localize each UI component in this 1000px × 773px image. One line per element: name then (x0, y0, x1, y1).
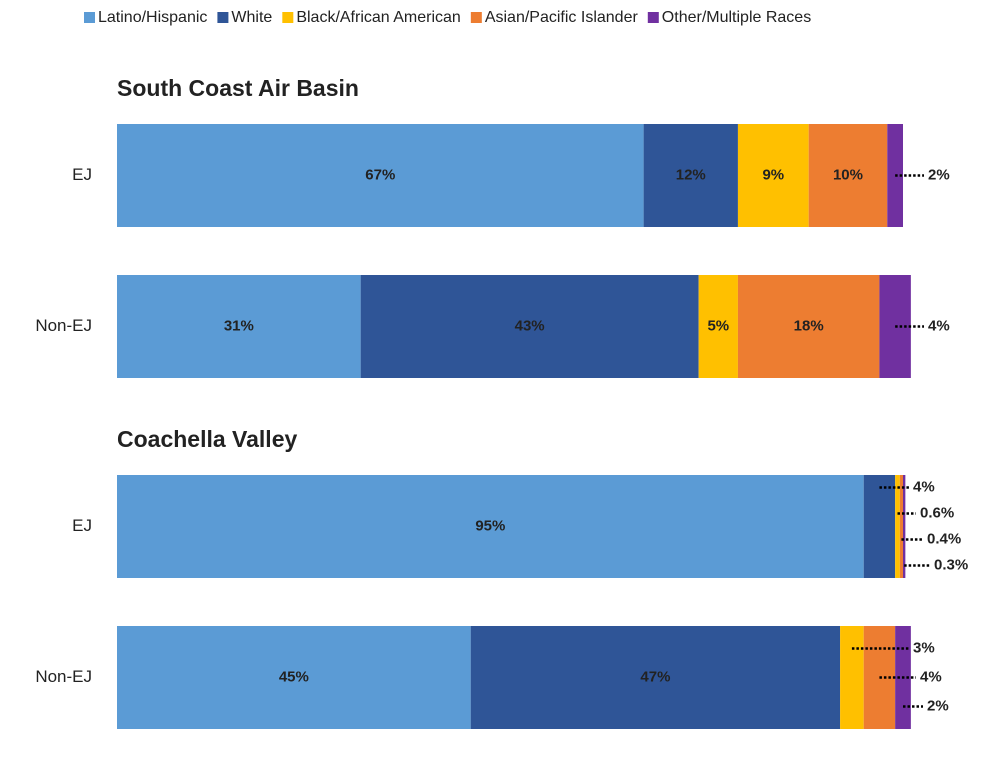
value-label: 5% (707, 317, 729, 334)
legend-label: Latino/Hispanic (98, 9, 207, 26)
legend-swatch (84, 12, 95, 23)
value-label: 47% (640, 668, 670, 685)
value-label: 43% (515, 317, 545, 334)
value-label: 18% (794, 317, 824, 334)
value-label: 2% (928, 166, 950, 183)
value-label: 3% (913, 639, 935, 656)
value-label: 0.4% (927, 530, 961, 547)
bar-segment (360, 275, 699, 378)
value-label: 45% (279, 668, 309, 685)
legend-swatch (282, 12, 294, 23)
panel-title: South Coast Air Basin (117, 75, 359, 101)
legend-label: Asian/Pacific Islander (485, 9, 639, 26)
bar-segment (470, 626, 841, 729)
bar-segment (903, 475, 906, 578)
bar-segment (117, 475, 864, 578)
legend-label: Other/Multiple Races (662, 9, 811, 26)
value-label: 95% (475, 517, 505, 534)
bar-segment (117, 124, 644, 227)
value-label: 2% (927, 697, 949, 714)
bar-segment (737, 275, 880, 378)
bar-segment (840, 626, 864, 729)
value-label: 67% (365, 166, 395, 183)
legend-swatch (470, 12, 482, 23)
bar-segment (117, 275, 361, 378)
category-label: Non-EJ (35, 667, 92, 686)
bar-segment (895, 475, 900, 578)
bar-segment (737, 124, 809, 227)
value-label: 4% (913, 478, 935, 495)
bar-segment (117, 626, 471, 729)
value-label: 9% (762, 166, 784, 183)
value-label: 0.6% (920, 504, 954, 521)
bar-segment (643, 124, 738, 227)
value-label: 12% (676, 166, 706, 183)
legend-swatch (217, 12, 229, 23)
value-label: 31% (224, 317, 254, 334)
legend-label: Black/African American (296, 9, 461, 26)
value-label: 10% (833, 166, 863, 183)
category-label: Non-EJ (35, 316, 92, 335)
bar-segment (698, 275, 738, 378)
bar-segment (863, 475, 896, 578)
bar-segment (808, 124, 888, 227)
panel-title: Coachella Valley (117, 426, 297, 452)
legend-label: White (231, 9, 272, 26)
bar-segment (899, 475, 903, 578)
value-label: 0.3% (934, 556, 968, 573)
value-label: 4% (928, 317, 950, 334)
category-label: EJ (72, 516, 92, 535)
value-label: 4% (920, 668, 942, 685)
legend-swatch (647, 12, 659, 23)
category-label: EJ (72, 165, 92, 184)
